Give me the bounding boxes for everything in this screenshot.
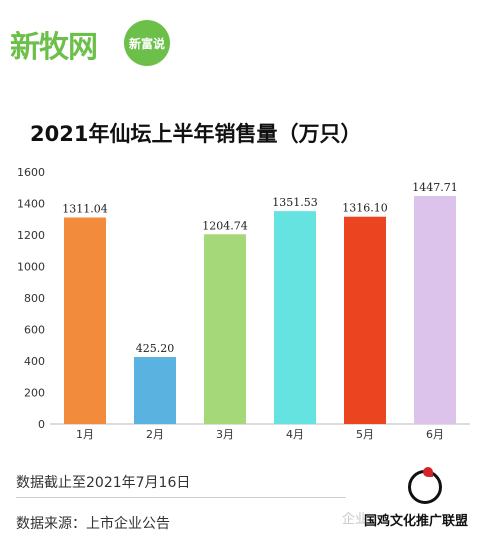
y-tick-label: 1600 [17,166,45,179]
y-tick-label: 800 [24,292,45,305]
bar-1 [64,217,106,424]
bar-value-label: 425.20 [136,342,175,355]
bar-value-label: 1316.10 [342,202,388,215]
bar-2 [134,357,176,424]
bar-5 [344,216,386,424]
chart-title: 2021年仙坛上半年销售量（万只） [30,122,362,146]
footer-divider [16,497,346,498]
x-tick-label: 4月 [286,428,304,441]
data-source-note: 数据来源：上市企业公告 [16,516,170,532]
brand-badge: 新富说 [124,20,170,66]
y-tick-label: 600 [24,324,45,337]
brand-logo: 新牧网 [10,30,98,65]
bar-value-label: 1311.04 [62,203,108,216]
x-tick-label: 1月 [76,428,94,441]
rooster-logo-icon [408,467,442,504]
watermark-text: 企业 [342,512,369,527]
x-tick-label: 6月 [426,428,444,441]
bar-value-label: 1447.71 [412,181,458,194]
y-tick-label: 1400 [17,198,45,211]
y-tick-label: 1200 [17,229,45,242]
bar-4 [274,211,316,424]
bar-3 [204,234,246,424]
y-tick-label: 400 [24,355,45,368]
y-tick-label: 1000 [17,261,45,274]
data-cutoff-note: 数据截止至2021年7月16日 [16,475,191,491]
bar-value-label: 1204.74 [202,219,248,232]
y-tick-label: 0 [38,418,45,431]
x-tick-label: 3月 [216,428,234,441]
y-tick-label: 200 [24,387,45,400]
x-tick-label: 2月 [146,428,164,441]
bar-6 [414,195,456,424]
bar-value-label: 1351.53 [272,196,318,209]
x-tick-label: 5月 [356,428,374,441]
alliance-seal: 国鸡文化推广联盟 [364,514,469,529]
